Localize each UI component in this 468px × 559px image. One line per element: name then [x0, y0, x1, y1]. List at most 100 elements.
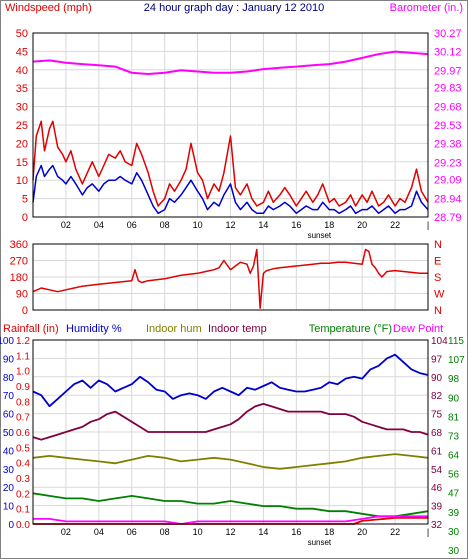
temp-outer-tick-2: 39 — [448, 508, 460, 519]
rain-y-tick-0.7: 0.7 — [16, 413, 30, 424]
direction-compass-tick-3: E — [434, 256, 441, 268]
humidity-y-tick-20: 20 — [3, 483, 15, 494]
wind-y-tick-20: 20 — [16, 138, 28, 150]
rain-y-tick-1.1: 1.1 — [16, 351, 30, 362]
temp-outer-tick-4: 56 — [448, 470, 460, 481]
rain-y-tick-1.2: 1.2 — [16, 336, 30, 347]
climate-x-tick-06: 06 — [127, 527, 137, 537]
temp-inner-tick-9: 97 — [431, 354, 443, 365]
climate-x-tick-02: 02 — [61, 527, 71, 537]
barometer-y-tick-28.79: 28.79 — [434, 212, 462, 224]
temp-outer-tick-10: 107 — [448, 355, 465, 366]
direction-y-tick-90: 90 — [16, 289, 28, 301]
temp-outer-tick-8: 90 — [448, 393, 460, 404]
temp-outer-tick-1: 30 — [448, 527, 460, 538]
indoor-temp-axis-label: Indoor temp — [208, 323, 267, 335]
wind-y-tick-5: 5 — [22, 194, 28, 206]
wind-y-tick-45: 45 — [16, 46, 28, 58]
barometer-y-tick-29.68: 29.68 — [434, 101, 462, 113]
wind-x-tick-14: 14 — [258, 220, 268, 230]
climate-plot-frame — [32, 339, 429, 525]
temp-outer-tick-6: 73 — [448, 431, 460, 442]
humidity-y-tick-40: 40 — [3, 446, 15, 457]
temp-outer-tick-9: 98 — [448, 374, 460, 385]
humidity-y-tick-80: 80 — [3, 373, 15, 384]
climate-x-tick-08: 08 — [160, 527, 170, 537]
temp-inner-tick-3: 54 — [431, 465, 443, 476]
temp-outer-tick-3: 47 — [448, 489, 460, 500]
graph-title: 24 hour graph day : January 12 2010 — [144, 2, 324, 14]
direction-plot-frame — [32, 243, 429, 311]
series-gust — [32, 120, 429, 207]
direction-compass-tick-4: N — [434, 239, 442, 251]
temp-inner-tick-7: 82 — [431, 391, 443, 402]
climate-x-tick-18: 18 — [324, 527, 334, 537]
temp-inner-tick-4: 61 — [431, 446, 443, 457]
indoor-hum-axis-label: Indoor hum — [146, 323, 202, 335]
wind-y-tick-10: 10 — [16, 175, 28, 187]
temp-inner-tick-10: 104 — [431, 336, 448, 347]
wind-y-tick-15: 15 — [16, 157, 28, 169]
climate-x-tick-16: 16 — [291, 527, 301, 537]
wind-x-tick-08: 08 — [160, 220, 170, 230]
temperature-axis-label: Temperature (°F) — [309, 323, 392, 335]
series-indoor_temp — [32, 402, 429, 441]
rain-y-tick-0.5: 0.5 — [16, 443, 30, 454]
humidity-y-tick-0: 0 — [8, 520, 14, 531]
climate-x-tick-end: | — [427, 527, 429, 537]
humidity-y-tick-10: 10 — [3, 502, 15, 513]
humidity-axis-label: Humidity % — [66, 323, 122, 335]
barometer-y-tick-29.97: 29.97 — [434, 65, 462, 77]
barometer-y-tick-29.23: 29.23 — [434, 157, 462, 169]
rain-y-tick-0.1: 0.1 — [16, 505, 30, 516]
barometer-y-tick-28.94: 28.94 — [434, 193, 462, 205]
humidity-y-tick-70: 70 — [3, 391, 15, 402]
wind-x-tick-20: 20 — [357, 220, 367, 230]
humidity-y-tick-60: 60 — [3, 410, 15, 421]
barometer-y-tick-30.27: 30.27 — [434, 28, 462, 40]
climate-x-tick-20: 20 — [357, 527, 367, 537]
wind-y-tick-30: 30 — [16, 102, 28, 114]
wind-x-tick-02: 02 — [61, 220, 71, 230]
rain-y-tick-0.9: 0.9 — [16, 382, 30, 393]
barometer-y-tick-29.09: 29.09 — [434, 175, 462, 187]
wind-y-tick-50: 50 — [16, 28, 28, 40]
rain-y-tick-0.2: 0.2 — [16, 489, 30, 500]
rain-y-tick-0.6: 0.6 — [16, 428, 30, 439]
rain-y-tick-0.3: 0.3 — [16, 474, 30, 485]
wind-x-tick-12: 12 — [225, 220, 235, 230]
humidity-y-tick-50: 50 — [3, 428, 15, 439]
climate-x-tick-12: 12 — [225, 527, 235, 537]
series-direction — [32, 248, 428, 309]
rainfall-axis-label: Rainfall (in) — [3, 323, 59, 335]
climate-x-tick-14: 14 — [258, 527, 268, 537]
wind-x-tick-16: 16 — [291, 220, 301, 230]
climate-x-note: sunset — [308, 538, 332, 547]
barometer-y-tick-29.53: 29.53 — [434, 120, 462, 132]
rain-y-tick-1.0: 1.0 — [16, 367, 30, 378]
barometer-axis-label: Barometer (in.) — [390, 2, 463, 14]
direction-compass-tick-0: N — [434, 305, 442, 317]
wind-y-tick-35: 35 — [16, 83, 28, 95]
dew-point-axis-label: Dew Point — [393, 323, 443, 335]
wind-x-note: sunset — [308, 231, 332, 240]
temp-inner-tick-8: 90 — [431, 373, 443, 384]
temp-outer-tick-5: 64 — [448, 451, 460, 462]
temp-inner-tick-6: 75 — [431, 410, 443, 421]
direction-y-tick-180: 180 — [10, 272, 28, 284]
temp-inner-tick-5: 68 — [431, 428, 443, 439]
direction-y-tick-0: 0 — [22, 305, 28, 317]
direction-compass-tick-1: W — [434, 289, 445, 301]
humidity-y-tick-90: 90 — [3, 354, 15, 365]
rain-y-tick-0.0: 0.0 — [16, 520, 30, 531]
rain-y-tick-0.8: 0.8 — [16, 397, 30, 408]
wind-y-tick-25: 25 — [16, 120, 28, 132]
temp-inner-tick-2: 46 — [431, 483, 443, 494]
wind-axis-label: Windspeed (mph) — [5, 2, 92, 14]
barometer-y-tick-29.38: 29.38 — [434, 139, 462, 151]
series-dew_point — [33, 515, 428, 525]
temp-outer-tick-7: 81 — [448, 412, 460, 423]
